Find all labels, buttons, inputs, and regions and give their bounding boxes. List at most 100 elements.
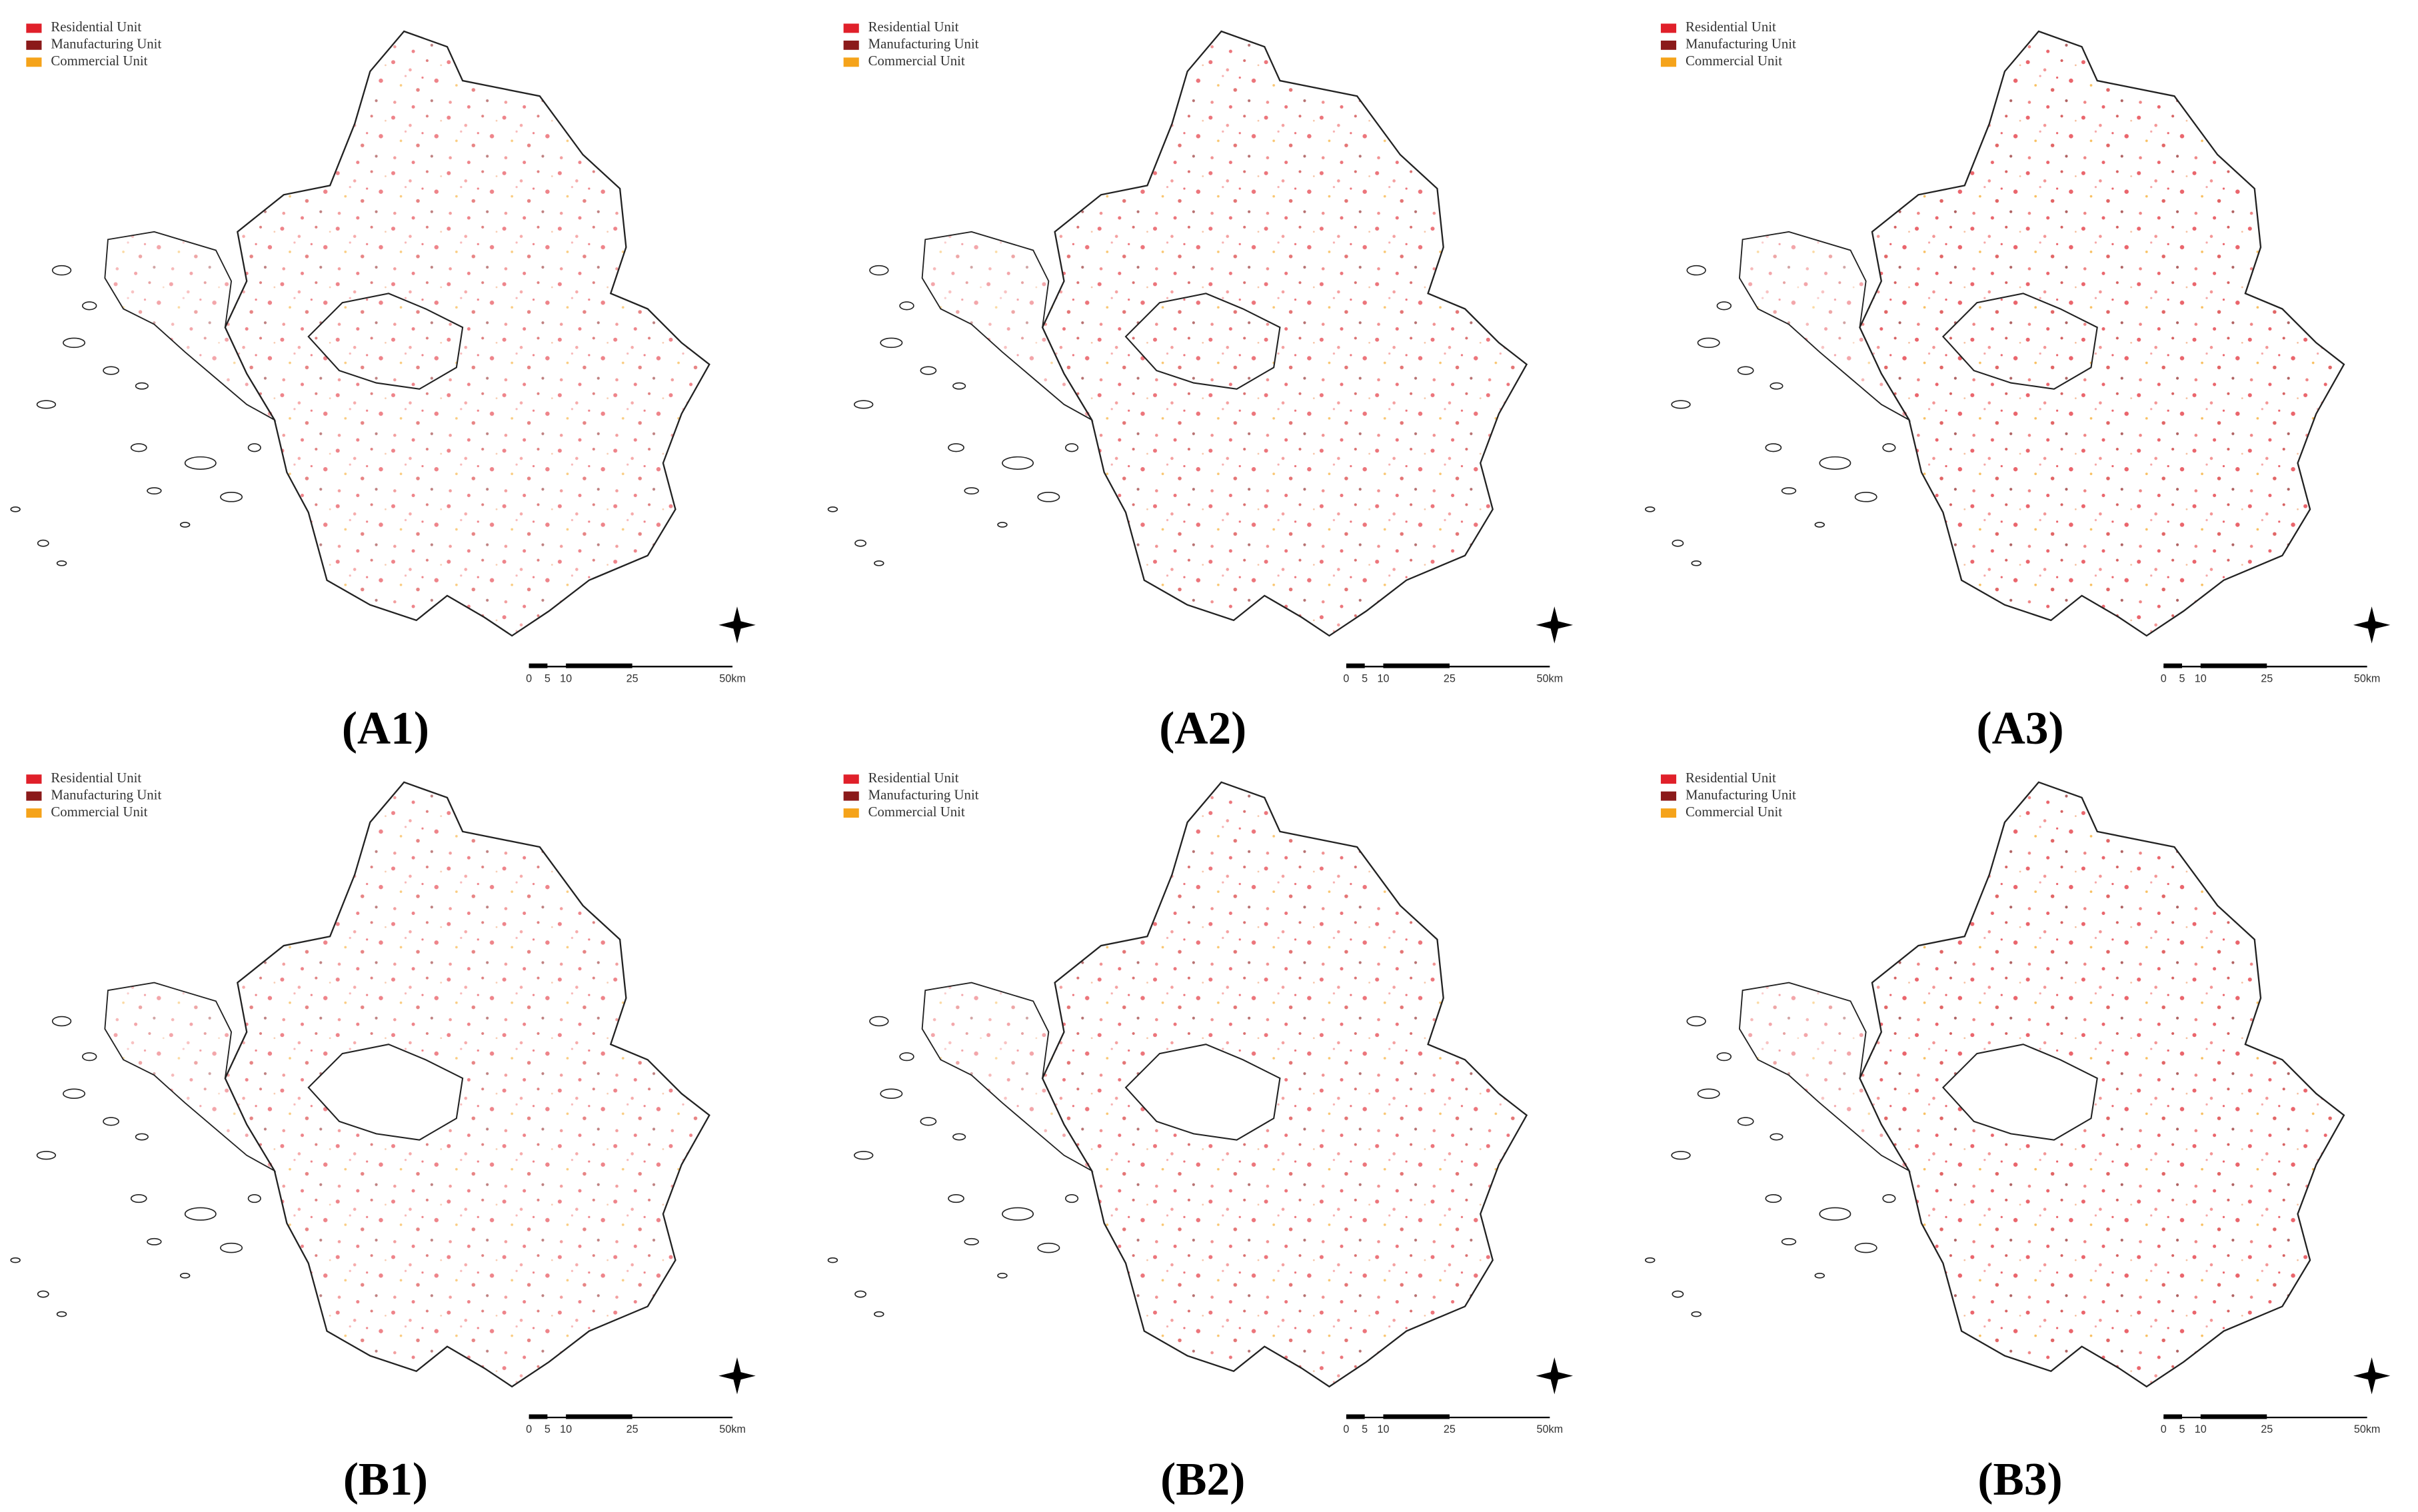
island (920, 366, 937, 375)
scale-label: 0 (2161, 672, 2167, 684)
legend-label: Commercial Unit (1686, 53, 1782, 69)
legend-label: Residential Unit (1686, 770, 1776, 786)
legend-label: Residential Unit (868, 19, 959, 35)
island (1770, 1133, 1784, 1141)
island (1814, 1272, 1825, 1279)
scale-segment (1383, 1414, 1450, 1419)
panel-label: (A1) (342, 703, 429, 754)
legend-label: Manufacturing Unit (51, 36, 161, 52)
scale-label: 0 (1343, 672, 1349, 684)
scale-segment (1346, 1414, 1365, 1419)
island (81, 301, 97, 311)
legend-label: Commercial Unit (868, 53, 965, 69)
island (184, 1207, 217, 1221)
north-arrow (718, 1357, 756, 1395)
scale-segment (2200, 663, 2267, 668)
legend-swatch (1660, 57, 1677, 67)
island (220, 492, 243, 502)
island (1691, 560, 1702, 566)
island (874, 1311, 884, 1317)
island (63, 1088, 86, 1099)
island (1814, 522, 1825, 528)
legend-label: Manufacturing Unit (868, 36, 979, 52)
north-arrow (2353, 1357, 2391, 1395)
island (247, 443, 261, 452)
legend-swatch (26, 57, 42, 67)
legend-swatch (26, 791, 42, 801)
island (964, 1237, 979, 1245)
island (827, 506, 838, 512)
scale-label: 10 (2195, 1423, 2207, 1435)
panel-label: (B2) (1160, 1454, 1245, 1505)
island (880, 337, 903, 349)
legend-swatch (26, 808, 42, 818)
island (1854, 1242, 1877, 1253)
scale-segment (566, 663, 632, 668)
scale-segment (1346, 663, 1365, 668)
scale-label: 50km (2354, 1423, 2381, 1435)
island (854, 1290, 866, 1298)
island (1765, 1193, 1782, 1203)
island (964, 487, 979, 494)
scale-segment (1383, 663, 1450, 668)
legend-swatch (843, 40, 859, 50)
legend-swatch (1660, 791, 1677, 801)
scale-label: 0 (526, 1423, 532, 1435)
island (56, 1311, 67, 1317)
region-fill (1042, 782, 1527, 1387)
legend-label: Commercial Unit (868, 804, 965, 820)
legend-label: Manufacturing Unit (51, 786, 161, 802)
scale-label: 10 (2195, 672, 2207, 684)
legend-label: Residential Unit (868, 770, 959, 786)
island (1065, 1193, 1079, 1203)
island (1882, 1193, 1896, 1203)
island (1686, 265, 1706, 276)
island (147, 1237, 162, 1245)
legend-label: Commercial Unit (1686, 804, 1782, 820)
island (1781, 487, 1797, 494)
legend-swatch (843, 774, 859, 784)
panel-label: (B1) (343, 1454, 428, 1505)
scale-label: 5 (2179, 672, 2185, 684)
island (130, 443, 147, 452)
island (81, 1052, 97, 1062)
island (997, 522, 1008, 528)
island (1819, 456, 1851, 470)
scale-segment (2200, 1414, 2267, 1419)
island (920, 1117, 937, 1126)
island (952, 1133, 966, 1141)
scale-label: 50km (719, 1423, 746, 1435)
island (1037, 1242, 1060, 1253)
island (1644, 506, 1656, 512)
legend-swatch (26, 40, 42, 50)
island (948, 443, 964, 452)
region-fill (225, 782, 710, 1387)
legend-label: Manufacturing Unit (868, 786, 979, 802)
island (854, 400, 874, 409)
island (103, 366, 119, 375)
scale-label: 5 (2179, 1423, 2185, 1435)
island (51, 265, 72, 276)
legend-label: Commercial Unit (51, 804, 147, 820)
scale-label: 50km (1537, 672, 1564, 684)
scale-segment (2163, 1414, 2182, 1419)
island (1854, 492, 1877, 502)
legend-swatch (843, 23, 859, 33)
scale-label: 25 (626, 672, 638, 684)
island (1672, 539, 1684, 547)
island (1697, 1088, 1720, 1099)
scale-label: 5 (545, 1423, 551, 1435)
legend-swatch (843, 791, 859, 801)
legend-label: Manufacturing Unit (1686, 36, 1796, 52)
scale-label: 5 (545, 672, 551, 684)
scale-label: 25 (2261, 1423, 2273, 1435)
scale-label: 10 (1377, 672, 1389, 684)
legend-label: Residential Unit (51, 770, 141, 786)
scale-label: 0 (526, 672, 532, 684)
north-arrow (1536, 606, 1574, 644)
island (1671, 400, 1691, 409)
island (37, 1290, 49, 1298)
island (247, 1193, 261, 1203)
